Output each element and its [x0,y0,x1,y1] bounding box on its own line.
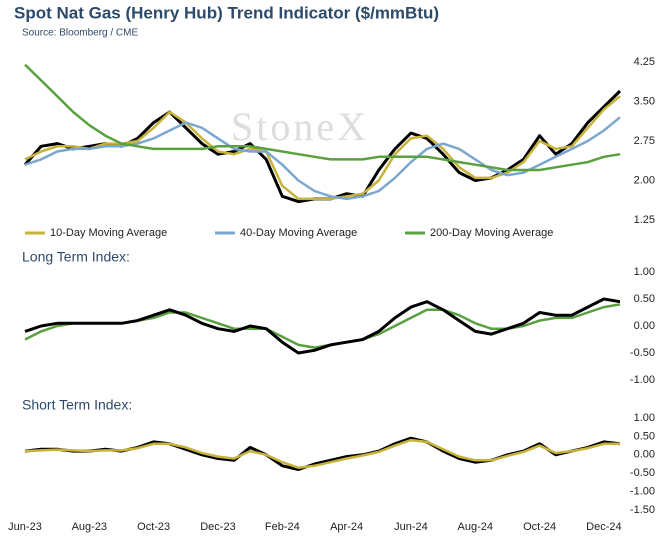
x-tick-label: Jun-23 [8,521,42,533]
y-tick-label: 0.00 [634,449,655,461]
panel-title: Long Term Index: [22,249,130,265]
y-tick-label: 1.00 [634,412,655,424]
y-tick-label: 1.25 [634,214,655,226]
x-tick-label: Dec-24 [586,521,621,533]
y-tick-label: -0.50 [630,347,655,359]
legend-label: 200-Day Moving Average [430,227,553,239]
y-tick-label: -1.00 [630,486,655,498]
y-tick-label: 0.00 [634,320,655,332]
series-line [24,116,621,201]
x-tick-label: Aug-23 [72,521,107,533]
y-tick-label: 4.25 [634,56,655,68]
series-line [24,63,621,172]
panel-title: Short Term Index: [22,397,132,413]
y-tick-label: -1.50 [630,504,655,516]
series-line [24,438,620,469]
series-line [24,303,621,349]
y-tick-label: 3.50 [634,95,655,107]
x-tick-label: Feb-24 [265,521,300,533]
series-line [24,297,621,355]
legend-label: 40-Day Moving Average [240,227,357,239]
y-tick-label: 2.75 [634,135,655,147]
watermark: StoneX [231,104,369,149]
x-tick-label: Oct-23 [137,521,170,533]
chart-subtitle: Source: Bloomberg / CME [22,28,138,39]
legend-label: 10-Day Moving Average [50,227,167,239]
y-tick-label: -1.00 [630,374,655,386]
y-tick-label: 0.50 [634,293,655,305]
y-tick-label: 1.00 [634,266,655,278]
y-tick-label: 2.00 [634,174,655,186]
x-tick-label: Aug-24 [458,521,493,533]
y-tick-label: 0.50 [634,430,655,442]
x-tick-label: Apr-24 [330,521,363,533]
x-tick-label: Dec-23 [200,521,235,533]
x-tick-label: Oct-24 [523,521,556,533]
chart-title: Spot Nat Gas (Henry Hub) Trend Indicator… [14,3,439,22]
y-tick-label: -0.50 [630,467,655,479]
x-tick-label: Jun-24 [394,521,428,533]
